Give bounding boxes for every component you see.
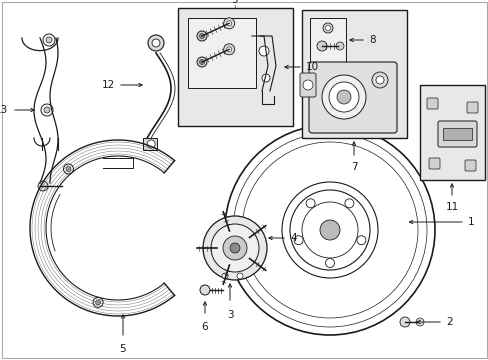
Circle shape bbox=[328, 82, 358, 112]
FancyBboxPatch shape bbox=[299, 73, 315, 97]
Circle shape bbox=[325, 26, 330, 31]
Text: 11: 11 bbox=[445, 202, 458, 212]
Circle shape bbox=[223, 44, 234, 55]
Circle shape bbox=[325, 258, 334, 267]
Circle shape bbox=[41, 104, 53, 116]
Text: 10: 10 bbox=[305, 62, 319, 72]
Circle shape bbox=[152, 39, 160, 47]
Bar bbox=[442, 128, 471, 140]
Text: 1: 1 bbox=[467, 217, 474, 227]
Circle shape bbox=[371, 72, 387, 88]
Text: 6: 6 bbox=[201, 322, 208, 332]
Text: 13: 13 bbox=[0, 105, 8, 115]
Circle shape bbox=[66, 167, 71, 171]
FancyBboxPatch shape bbox=[426, 98, 437, 109]
Text: 4: 4 bbox=[289, 233, 296, 243]
Circle shape bbox=[200, 285, 209, 295]
Circle shape bbox=[148, 35, 163, 51]
Circle shape bbox=[344, 199, 353, 208]
Bar bbox=[187, 18, 256, 88]
Circle shape bbox=[44, 107, 50, 113]
Circle shape bbox=[223, 18, 234, 29]
Circle shape bbox=[210, 224, 259, 272]
Text: 12: 12 bbox=[102, 80, 115, 90]
Bar bbox=[143, 138, 157, 150]
Circle shape bbox=[335, 42, 343, 50]
Circle shape bbox=[226, 21, 231, 26]
Text: 2: 2 bbox=[445, 317, 452, 327]
Text: 7: 7 bbox=[350, 162, 357, 172]
FancyBboxPatch shape bbox=[437, 121, 476, 147]
Circle shape bbox=[293, 236, 303, 245]
FancyBboxPatch shape bbox=[428, 158, 439, 169]
Circle shape bbox=[303, 80, 312, 90]
Circle shape bbox=[415, 318, 423, 326]
Circle shape bbox=[336, 90, 350, 104]
Bar bbox=[309, 18, 346, 62]
Text: 8: 8 bbox=[368, 35, 375, 45]
Circle shape bbox=[203, 216, 266, 280]
Circle shape bbox=[147, 140, 155, 148]
Circle shape bbox=[316, 41, 326, 51]
FancyBboxPatch shape bbox=[466, 102, 477, 113]
Circle shape bbox=[199, 33, 204, 39]
Text: 5: 5 bbox=[120, 344, 126, 354]
Circle shape bbox=[46, 37, 52, 43]
Circle shape bbox=[356, 236, 365, 245]
Circle shape bbox=[237, 273, 243, 279]
Circle shape bbox=[197, 57, 206, 67]
Bar bbox=[302, 10, 406, 138]
Circle shape bbox=[38, 181, 48, 191]
Circle shape bbox=[223, 236, 246, 260]
Circle shape bbox=[375, 76, 383, 84]
Circle shape bbox=[226, 47, 231, 52]
Circle shape bbox=[63, 164, 73, 174]
FancyBboxPatch shape bbox=[464, 160, 475, 171]
Circle shape bbox=[222, 273, 227, 279]
Circle shape bbox=[323, 23, 332, 33]
Circle shape bbox=[305, 199, 314, 208]
Circle shape bbox=[319, 220, 339, 240]
Circle shape bbox=[262, 74, 269, 82]
FancyBboxPatch shape bbox=[308, 62, 396, 133]
Bar bbox=[419, 85, 484, 180]
Circle shape bbox=[321, 75, 365, 119]
Circle shape bbox=[199, 59, 204, 64]
Circle shape bbox=[399, 317, 409, 327]
Circle shape bbox=[229, 243, 240, 253]
Circle shape bbox=[259, 46, 268, 56]
Text: 3: 3 bbox=[226, 310, 233, 320]
Circle shape bbox=[43, 34, 55, 46]
Circle shape bbox=[95, 300, 101, 305]
Circle shape bbox=[197, 31, 206, 41]
Text: 9: 9 bbox=[231, 0, 238, 5]
Bar bbox=[178, 8, 292, 126]
Circle shape bbox=[93, 297, 103, 307]
